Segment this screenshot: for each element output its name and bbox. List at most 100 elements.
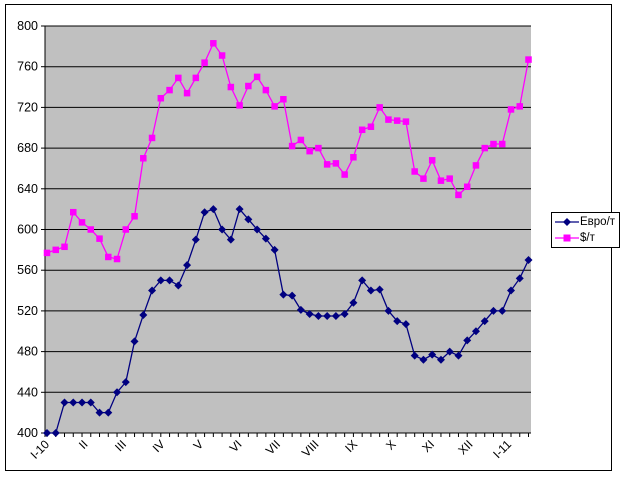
euro-data-point-marker (104, 408, 113, 417)
x-axis-label: X (383, 437, 399, 453)
euro-data-point-marker (393, 317, 402, 326)
dollar-data-point-marker (498, 140, 506, 148)
dollar-data-point-marker (157, 94, 165, 102)
x-axis-label: XI (419, 437, 437, 455)
dollar-data-point-marker (428, 157, 436, 164)
euro-data-point-marker (60, 398, 69, 407)
dollar-data-point-marker (70, 208, 77, 216)
euro-data-point-marker (515, 274, 524, 283)
chart-border-frame: 400 440 480 520 560 600 640 680 720 760 800 I-10 II I… (5, 4, 620, 471)
dollar-data-point-marker (192, 74, 200, 82)
legend-label-euro: Евро/т (580, 216, 616, 228)
euro-data-point-marker (148, 286, 157, 295)
y-axis-label: 560 (17, 263, 38, 277)
euro-data-point-marker (235, 205, 244, 214)
euro-data-point-marker (349, 298, 358, 307)
euro-data-point-marker (323, 311, 332, 320)
euro-data-point-marker (209, 205, 218, 214)
euro-data-point-marker (375, 285, 384, 294)
dollar-data-point-marker (525, 56, 532, 63)
euro-data-point-marker (314, 311, 323, 320)
dollar-data-point-marker (87, 226, 95, 233)
dollar-data-point-marker (253, 73, 261, 81)
euro-data-point-marker (113, 388, 122, 397)
dollar-data-point-marker (437, 177, 445, 184)
euro-data-point-marker (384, 306, 393, 315)
euro-data-point-marker (95, 408, 104, 417)
y-axis-label: 400 (17, 426, 38, 440)
euro-data-point-marker (296, 305, 305, 314)
dollar-data-point-marker (96, 235, 103, 242)
x-axis-label: I-10 (28, 437, 53, 462)
y-axis-label: 720 (17, 100, 38, 114)
euro-data-point-marker (419, 355, 428, 364)
dollar-data-point-marker (288, 142, 296, 150)
y-axis-label: 520 (17, 304, 38, 318)
euro-data-point-marker (183, 261, 192, 270)
euro-data-point-marker (454, 351, 463, 360)
y-axis-label: 600 (17, 223, 38, 237)
euro-data-point-marker (200, 208, 209, 217)
dollar-data-point-marker (166, 86, 173, 94)
dollar-data-point-marker (481, 144, 488, 152)
euro-data-point-marker (51, 429, 60, 437)
euro-data-point-marker (288, 291, 297, 300)
dollar-data-point-marker (323, 161, 331, 168)
euro-data-point-marker (305, 309, 314, 318)
dollar-data-point-marker (402, 118, 410, 125)
euro-data-point-marker (498, 306, 507, 315)
dollar-data-point-marker (455, 191, 462, 199)
euro-data-point-marker (226, 235, 235, 244)
y-axis-label: 680 (17, 141, 38, 155)
euro-data-point-marker (489, 306, 498, 315)
dollar-data-point-marker (297, 136, 305, 144)
dollar-data-point-marker (78, 219, 86, 226)
euro-data-point-marker (139, 310, 148, 319)
dollar-data-point-marker (105, 253, 112, 261)
euro-series-line-marker-icon (555, 218, 579, 226)
euro-data-point-marker (218, 225, 227, 234)
dollar-data-point-marker (420, 175, 427, 182)
legend-item-euro[interactable]: Евро/т (554, 215, 617, 230)
dollar-data-point-marker (393, 117, 401, 124)
y-axis-label: 800 (17, 19, 38, 33)
dollar-data-point-marker (280, 96, 287, 103)
euro-data-point-marker (78, 398, 87, 407)
dollar-data-point-marker (376, 104, 383, 111)
dollar-data-point-marker (43, 249, 51, 257)
euro-data-point-marker (279, 290, 288, 299)
legend[interactable]: Евро/т $/т (551, 212, 620, 248)
dollar-data-point-marker (516, 103, 523, 110)
euro-data-point-marker (506, 286, 515, 295)
dollar-data-point-marker (52, 246, 60, 254)
euro-data-point-marker (86, 398, 95, 407)
euro-data-point-marker (401, 320, 410, 329)
euro-data-point-marker (253, 225, 262, 234)
euro-data-point-marker (524, 256, 533, 265)
dollar-data-point-marker (367, 123, 375, 130)
dollar-data-point-marker (306, 147, 313, 155)
dollar-data-point-marker (227, 83, 235, 91)
dollar-data-point-marker (61, 243, 68, 251)
euro-data-point-marker (244, 215, 253, 224)
euro-data-point-marker (121, 378, 130, 387)
dollar-data-point-marker (236, 102, 243, 109)
euro-data-point-marker (69, 398, 78, 407)
dollar-data-point-marker (350, 154, 357, 161)
x-axis-label: V (191, 437, 207, 453)
legend-item-dollar[interactable]: $/т (554, 231, 617, 246)
euro-data-point-marker (436, 355, 445, 364)
dollar-data-point-marker (131, 213, 138, 220)
dollar-series-line-marker-icon (555, 234, 579, 242)
euro-data-point-marker (130, 337, 139, 346)
dollar-data-point-marker (341, 171, 348, 178)
y-axis-label: 760 (17, 60, 38, 74)
x-axis-label: VIII (299, 437, 322, 460)
y-axis-label: 440 (17, 385, 38, 399)
dollar-data-point-marker (446, 175, 453, 182)
dollar-data-point-marker (175, 74, 182, 82)
euro-data-point-marker (358, 276, 367, 285)
euro-data-point-marker (428, 350, 437, 359)
dollar-data-point-marker (122, 226, 130, 233)
